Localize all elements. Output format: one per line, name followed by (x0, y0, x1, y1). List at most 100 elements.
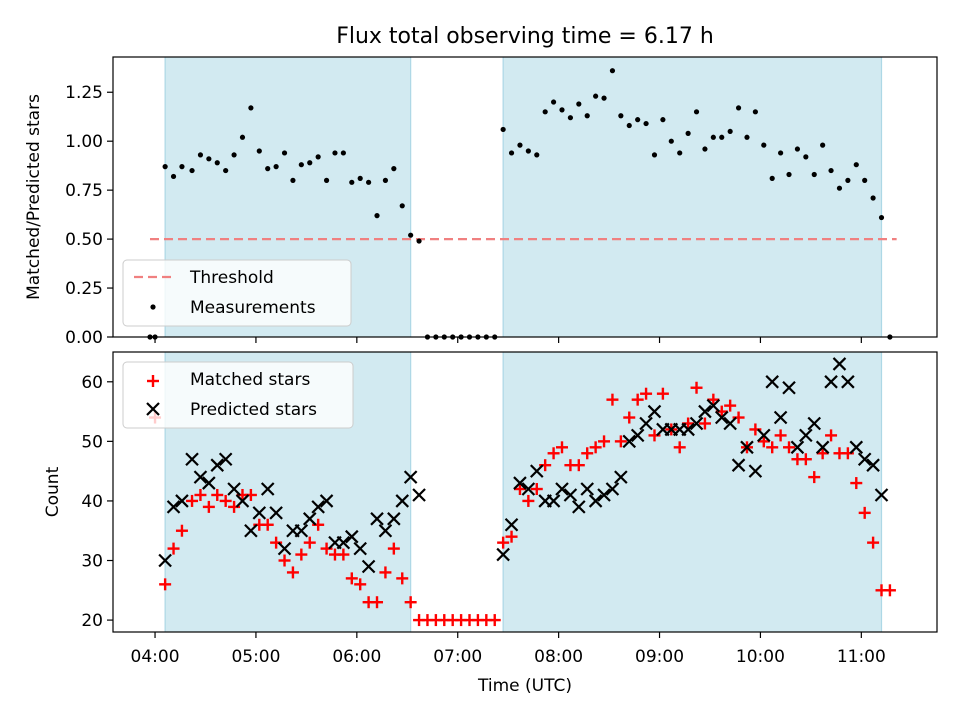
matched-stars-point (640, 387, 653, 400)
ratio-legend: Threshold Measurements (122, 259, 352, 327)
y-tick-label: 0.00 (65, 328, 103, 348)
measurement-point (643, 120, 649, 127)
predicted-stars-point (757, 428, 771, 443)
ratio-legend-box (122, 259, 352, 327)
matched-stars-point (379, 566, 392, 579)
measurement-point (332, 150, 338, 156)
matched-stars-point (867, 536, 880, 549)
measurement-point (567, 115, 574, 121)
matched-stars-point (581, 447, 594, 460)
ratio-y-axis-label: Matched/Predicted stars (24, 94, 44, 300)
legend-threshold-label: Threshold (189, 268, 274, 288)
measurement-point (206, 156, 212, 162)
count-star-points (149, 357, 896, 627)
matched-stars-point (825, 429, 838, 442)
measurement-point (500, 126, 506, 133)
ratio-y-axis: 0.00 0.25 0.50 0.75 1.00 1.25 (65, 83, 113, 348)
matched-stars-point (387, 542, 400, 555)
measurement-point (265, 166, 271, 172)
measurement-point (811, 171, 817, 178)
matched-stars-point (345, 572, 358, 585)
legend-matched-label: Matched stars (190, 370, 310, 390)
matched-stars-point (404, 596, 417, 609)
legend-measurements-label: Measurements (190, 298, 316, 318)
predicted-stars-point (496, 547, 510, 562)
predicted-stars-point (815, 440, 830, 455)
measurement-point (323, 177, 330, 183)
predicted-stars-point (597, 488, 611, 502)
predicted-stars-point (622, 434, 637, 449)
matched-stars-point (295, 548, 308, 561)
measurement-point (391, 166, 397, 172)
measurement-point (315, 154, 321, 160)
measurement-point (307, 160, 313, 166)
predicted-stars-point (277, 541, 292, 556)
count-legend: Matched stars Predicted stars (122, 361, 354, 429)
measurement-point (399, 203, 405, 209)
legend-predicted-label: Predicted stars (190, 400, 317, 420)
matched-stars-point (303, 536, 316, 549)
measurement-point (677, 150, 683, 156)
matched-stars-point (623, 411, 636, 424)
x-tick-label: 11:00 (837, 647, 886, 667)
measurement-point (340, 150, 346, 156)
predicted-stars-point (521, 482, 536, 496)
predicted-stars-point (614, 470, 628, 484)
measurement-point (170, 173, 177, 180)
matched-stars-point (774, 429, 787, 442)
predicted-stars-point (572, 500, 586, 514)
predicted-stars-point (336, 535, 351, 550)
x-tick-label: 10:00 (736, 647, 785, 667)
measurement-point (281, 150, 288, 156)
measurement-point (534, 152, 540, 158)
matched-stars-point (606, 393, 619, 406)
predicted-stars-point (723, 416, 737, 431)
measurement-point (542, 109, 548, 115)
legend-predicted-swatch (146, 402, 160, 416)
matched-stars-point (850, 477, 863, 490)
measurement-point (223, 167, 229, 174)
predicted-stars-point (714, 410, 729, 425)
measurement-point (189, 167, 195, 174)
ratio-plot-frame (112, 56, 938, 338)
measurement-point (693, 109, 700, 115)
matched-stars-point (396, 572, 409, 585)
measurement-point (609, 68, 616, 74)
measurement-point (601, 95, 607, 101)
measurement-point (273, 164, 279, 170)
matched-stars-point (589, 441, 602, 454)
predicted-stars-point (748, 464, 763, 478)
matched-stars-point (522, 494, 535, 507)
measurement-point (878, 214, 885, 221)
count-x-axis: 04:00 05:00 06:00 07:00 08:00 09:00 10:00 11:00 (131, 632, 886, 667)
measurement-point (374, 213, 380, 219)
predicted-stars-point (580, 482, 594, 496)
matched-stars-point (631, 393, 644, 406)
measurement-point (853, 162, 859, 168)
y-tick-label: 30 (81, 552, 103, 572)
measurement-point (559, 107, 565, 113)
predicted-stars-point (370, 512, 384, 526)
measurement-point (508, 150, 515, 156)
measurement-point (668, 138, 674, 144)
measurement-point (752, 109, 758, 115)
matched-stars-point (858, 506, 871, 519)
measurement-point (256, 148, 262, 154)
measurement-point (416, 238, 422, 244)
measurement-point (828, 167, 834, 174)
predicted-stars-point (765, 375, 779, 389)
predicted-stars-point (193, 470, 208, 484)
predicted-stars-point (529, 464, 544, 478)
ratio-panel: 0.00 0.25 0.50 0.75 1.00 1.25 Matched/Predict… (24, 56, 938, 348)
matched-stars-point (530, 483, 543, 496)
measurement-point (584, 113, 590, 119)
matched-stars-point (488, 614, 501, 627)
predicted-stars-point (824, 375, 838, 389)
matched-stars-point (614, 435, 627, 448)
measurement-point (727, 128, 733, 135)
predicted-stars-point (387, 512, 401, 526)
measurement-point (576, 101, 582, 107)
predicted-stars-point (202, 476, 216, 490)
predicted-stars-point (807, 416, 822, 431)
y-tick-label: 40 (81, 492, 103, 512)
